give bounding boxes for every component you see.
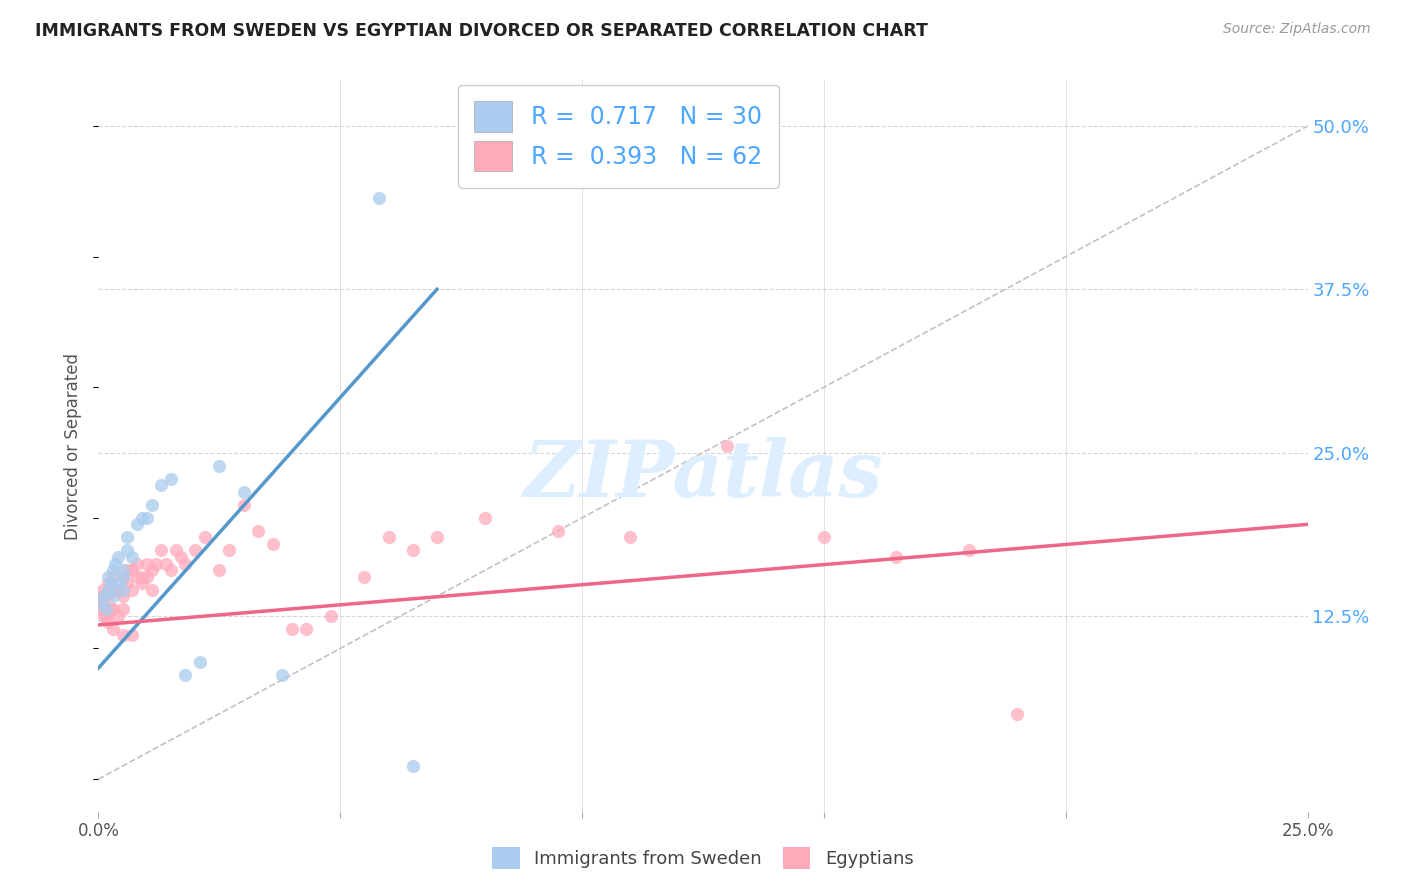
Point <box>91 582 114 597</box>
Point <box>813 530 835 544</box>
Point <box>121 628 143 642</box>
Point <box>127 569 149 583</box>
Legend: Immigrants from Sweden, Egyptians: Immigrants from Sweden, Egyptians <box>485 839 921 876</box>
Point <box>94 602 117 616</box>
Point <box>91 608 114 623</box>
Point <box>1007 706 1029 721</box>
Point <box>135 511 157 525</box>
Point <box>101 589 124 603</box>
Point <box>150 543 173 558</box>
Point <box>131 569 153 583</box>
Point <box>100 576 122 591</box>
Point <box>232 484 254 499</box>
Point <box>97 615 120 630</box>
Legend: R =  0.717   N = 30, R =  0.393   N = 62: R = 0.717 N = 30, R = 0.393 N = 62 <box>458 85 779 188</box>
Point <box>101 563 124 577</box>
Point <box>160 563 183 577</box>
Point <box>121 563 143 577</box>
Point <box>208 458 231 473</box>
Point <box>107 582 129 597</box>
Point <box>402 543 425 558</box>
Point <box>117 563 139 577</box>
Point <box>247 524 270 538</box>
Point <box>155 557 177 571</box>
Point <box>141 498 163 512</box>
Point <box>101 569 124 583</box>
Point <box>262 537 284 551</box>
Point <box>111 569 134 583</box>
Point <box>160 472 183 486</box>
Point <box>107 549 129 564</box>
Point <box>135 557 157 571</box>
Point <box>107 576 129 591</box>
Point <box>104 557 127 571</box>
Point <box>107 608 129 623</box>
Point <box>145 557 167 571</box>
Point <box>957 543 980 558</box>
Point <box>174 557 197 571</box>
Point <box>97 589 120 603</box>
Point <box>97 569 120 583</box>
Point <box>295 622 318 636</box>
Point <box>100 602 122 616</box>
Text: Source: ZipAtlas.com: Source: ZipAtlas.com <box>1223 22 1371 37</box>
Point <box>353 569 375 583</box>
Point <box>377 530 399 544</box>
Point <box>101 602 124 616</box>
Point <box>169 549 191 564</box>
Point <box>368 191 391 205</box>
Point <box>91 596 114 610</box>
Text: IMMIGRANTS FROM SWEDEN VS EGYPTIAN DIVORCED OR SEPARATED CORRELATION CHART: IMMIGRANTS FROM SWEDEN VS EGYPTIAN DIVOR… <box>35 22 928 40</box>
Point <box>208 563 231 577</box>
Point <box>141 563 163 577</box>
Point <box>89 602 111 616</box>
Point <box>111 602 134 616</box>
Point <box>117 543 139 558</box>
Point <box>135 569 157 583</box>
Point <box>131 576 153 591</box>
Point <box>117 576 139 591</box>
Point <box>111 569 134 583</box>
Point <box>474 511 496 525</box>
Point <box>716 439 738 453</box>
Point <box>150 478 173 492</box>
Point <box>174 667 197 681</box>
Point <box>232 498 254 512</box>
Point <box>111 582 134 597</box>
Point <box>101 582 124 597</box>
Point <box>94 608 117 623</box>
Point <box>91 589 114 603</box>
Point <box>188 655 211 669</box>
Point <box>165 543 187 558</box>
Point <box>97 576 120 591</box>
Point <box>127 557 149 571</box>
Point <box>281 622 304 636</box>
Point <box>319 608 342 623</box>
Point <box>97 582 120 597</box>
Point <box>90 589 112 603</box>
Point <box>886 549 908 564</box>
Point <box>402 759 425 773</box>
Point <box>131 511 153 525</box>
Point <box>111 628 134 642</box>
Point <box>127 517 149 532</box>
Point <box>117 530 139 544</box>
Point <box>218 543 240 558</box>
Point <box>141 582 163 597</box>
Point <box>101 622 124 636</box>
Point <box>619 530 641 544</box>
Point <box>90 596 112 610</box>
Text: ZIPatlas: ZIPatlas <box>523 437 883 514</box>
Point <box>184 543 207 558</box>
Point <box>271 667 294 681</box>
Point <box>194 530 217 544</box>
Point <box>547 524 569 538</box>
Point <box>111 563 134 577</box>
Point <box>111 589 134 603</box>
Point <box>121 549 143 564</box>
Point <box>121 582 143 597</box>
Y-axis label: Divorced or Separated: Divorced or Separated <box>65 352 83 540</box>
Point <box>426 530 449 544</box>
